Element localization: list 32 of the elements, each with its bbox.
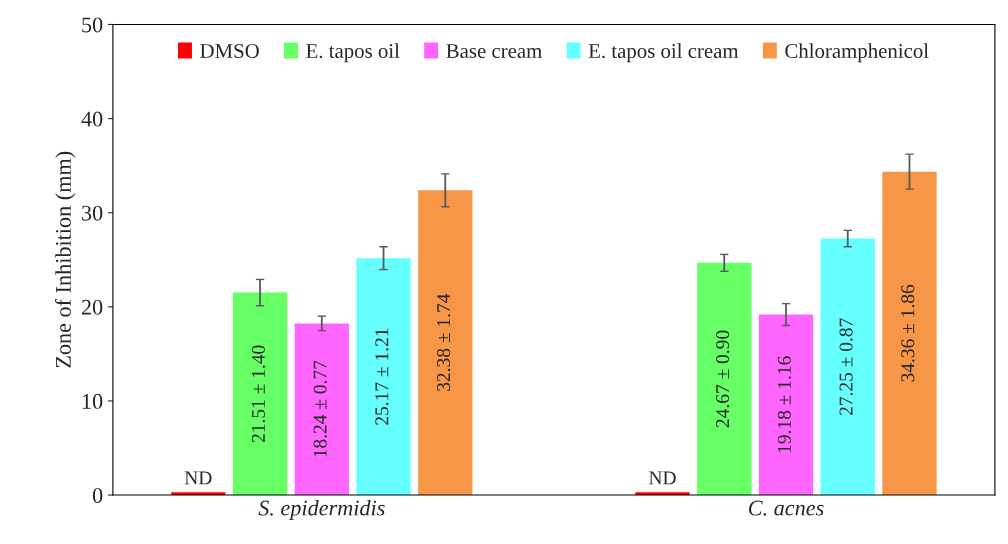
y-tick-label: 0	[92, 487, 103, 503]
data-label: 24.67 ± 0.90	[716, 330, 730, 428]
bar	[294, 323, 349, 496]
data-label: 21.51 ± 1.40	[251, 345, 265, 443]
data-label: 32.38 ± 1.74	[437, 293, 451, 391]
data-label: 19.18 ± 1.16	[777, 356, 791, 453]
x-tick-label: S. epidermidis	[258, 499, 385, 521]
data-label: ND	[649, 471, 676, 485]
y-axis-title: Zone of Inhibition (mm)	[55, 151, 76, 368]
y-tick-label: 40	[81, 111, 103, 127]
data-label: ND	[184, 471, 212, 485]
y-tick-label: 30	[82, 205, 103, 221]
legend-label: DMSO	[200, 44, 259, 59]
bar	[356, 258, 411, 496]
legend-label: Chloramphenicol	[785, 43, 929, 63]
legend-label: E. tapos oil	[306, 43, 400, 63]
data-label: 18.24 ± 0.77	[313, 360, 327, 457]
y-tick-label: 50	[82, 17, 103, 33]
bar	[820, 238, 875, 496]
data-label: 34.36 ± 1.86	[901, 284, 915, 382]
y-tick-label: 20	[81, 299, 103, 315]
legend-label: Base cream	[446, 44, 543, 59]
bar	[697, 262, 752, 496]
bar	[418, 190, 473, 496]
bar	[232, 292, 288, 496]
data-label: 25.17 ± 1.21	[375, 328, 389, 425]
bar	[882, 171, 937, 496]
x-tick-label: C. acnes	[748, 500, 824, 516]
data-label: 27.25 ± 0.87	[839, 318, 853, 416]
y-tick-label: 10	[82, 393, 103, 409]
legend-label: E. tapos oil cream	[588, 43, 739, 63]
bar	[758, 314, 814, 496]
